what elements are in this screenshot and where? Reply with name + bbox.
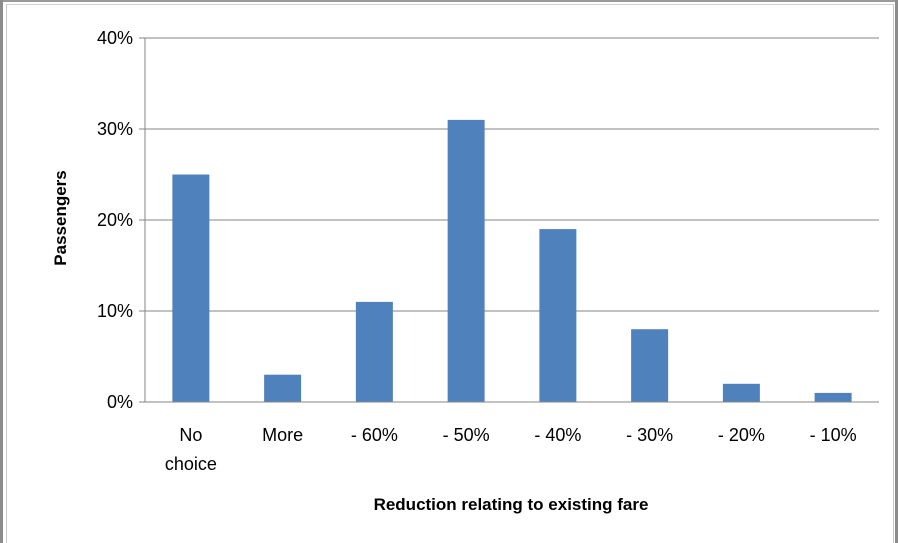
bar	[264, 374, 302, 402]
x-tick-label: - 60%	[351, 425, 398, 445]
y-tick-label: 30%	[97, 119, 133, 139]
bar	[355, 301, 393, 402]
x-tick-label: - 30%	[626, 425, 673, 445]
y-tick-label: 10%	[97, 301, 133, 321]
window-border-left	[0, 0, 3, 543]
y-tick-label: 40%	[97, 28, 133, 48]
x-axis-title: Reduction relating to existing fare	[374, 495, 649, 514]
y-tick-labels: 0% 10% 20% 30% 40%	[97, 28, 133, 412]
bar	[447, 119, 485, 403]
x-tick-label: - 10%	[810, 425, 857, 445]
y-axis-title: Passengers	[51, 170, 70, 265]
window-border-right	[895, 0, 898, 543]
y-tick-label: 0%	[107, 392, 133, 412]
bar	[722, 383, 760, 402]
x-tick-label: - 40%	[534, 425, 581, 445]
gridlines	[139, 37, 879, 403]
x-tick-label: More	[262, 425, 303, 445]
chart-area-border	[6, 4, 894, 543]
bar	[172, 174, 210, 402]
bars	[145, 119, 879, 403]
x-tick-labels: No choice More - 60% - 50% - 40% - 30% - 20% - 1…	[165, 425, 857, 474]
y-tick-label: 20%	[97, 210, 133, 230]
window-border-top	[0, 0, 898, 2]
bar	[631, 329, 669, 402]
x-tick-label: - 50%	[443, 425, 490, 445]
bar	[539, 229, 577, 402]
bar	[814, 392, 852, 402]
x-tick-label: No choice	[165, 425, 217, 474]
x-tick-label: - 20%	[718, 425, 765, 445]
